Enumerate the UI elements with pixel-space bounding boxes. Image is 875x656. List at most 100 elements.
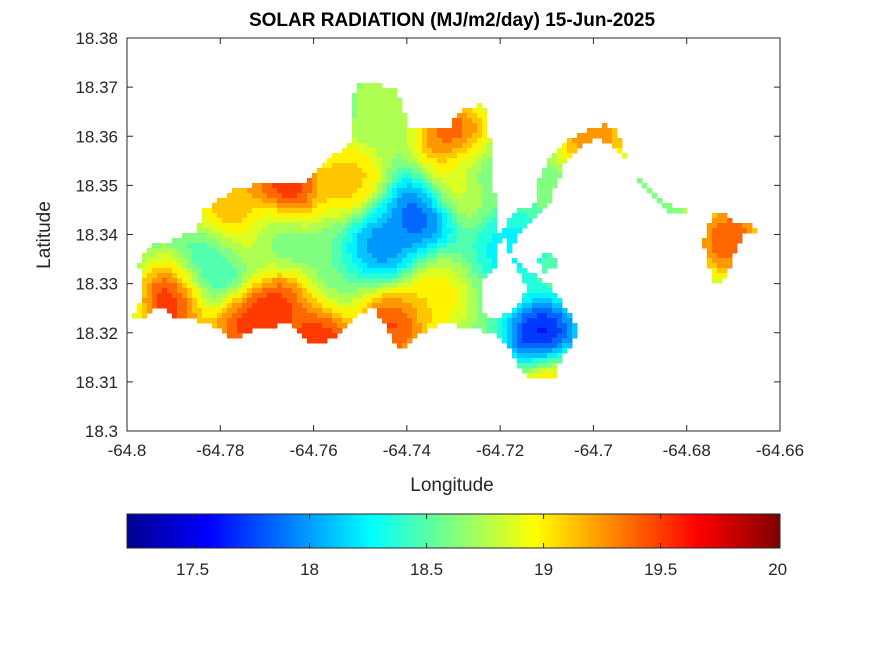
heatmap-cell	[422, 298, 428, 304]
heatmap-cell	[202, 248, 208, 254]
heatmap-cell	[557, 168, 563, 174]
heatmap-cell	[222, 258, 228, 264]
heatmap-cell	[262, 323, 268, 329]
heatmap-cell	[287, 238, 293, 244]
heatmap-cell	[457, 268, 463, 274]
heatmap-cell	[532, 273, 538, 279]
heatmap-cell	[447, 278, 453, 284]
heatmap-cell	[432, 178, 438, 184]
heatmap-cell	[252, 323, 258, 329]
heatmap-cell	[387, 203, 393, 209]
heatmap-cell	[367, 263, 373, 269]
heatmap-cell	[402, 153, 408, 159]
heatmap-cell	[152, 288, 158, 294]
heatmap-cell	[447, 128, 453, 134]
heatmap-cell	[422, 218, 428, 224]
heatmap-cell	[407, 293, 413, 299]
heatmap-cell	[492, 223, 498, 229]
heatmap-cell	[452, 228, 458, 234]
heatmap-cell	[217, 323, 223, 329]
heatmap-cell	[507, 328, 513, 334]
heatmap-cell	[462, 308, 468, 314]
heatmap-cell	[367, 168, 373, 174]
heatmap-cell	[467, 318, 473, 324]
heatmap-cell	[362, 218, 368, 224]
colorbar-tick-label: 20	[768, 560, 787, 579]
heatmap-cell	[457, 318, 463, 324]
heatmap-cell	[362, 308, 368, 314]
heatmap-cell	[427, 128, 433, 134]
heatmap-cell	[622, 153, 628, 159]
heatmap-cell	[182, 268, 188, 274]
y-tick-label: 18.38	[75, 29, 118, 48]
heatmap-cell	[217, 198, 223, 204]
heatmap-cell	[412, 323, 418, 329]
heatmap-cell	[542, 288, 548, 294]
heatmap-cell	[387, 128, 393, 134]
heatmap-cell	[242, 203, 248, 209]
heatmap-cell	[542, 353, 548, 359]
y-tick-label: 18.3	[85, 422, 118, 441]
heatmap-cell	[417, 318, 423, 324]
heatmap-cell	[512, 308, 518, 314]
heatmap-cell	[332, 228, 338, 234]
heatmap-cell	[332, 158, 338, 164]
heatmap-cell	[372, 98, 378, 104]
heatmap-cell	[202, 283, 208, 289]
heatmap-cell	[397, 208, 403, 214]
heatmap-cell	[442, 288, 448, 294]
heatmap-cell	[507, 343, 513, 349]
heatmap-cell	[397, 118, 403, 124]
heatmap-cell	[432, 188, 438, 194]
heatmap-cell	[307, 213, 313, 219]
heatmap-cell	[162, 258, 168, 264]
heatmap-cell	[382, 253, 388, 259]
heatmap-cell	[267, 213, 273, 219]
heatmap-cell	[297, 253, 303, 259]
heatmap-cell	[422, 208, 428, 214]
heatmap-cell	[542, 318, 548, 324]
heatmap-cell	[557, 173, 563, 179]
heatmap-cell	[347, 273, 353, 279]
heatmap-cell	[272, 293, 278, 299]
heatmap-cell	[402, 258, 408, 264]
heatmap-cell	[327, 183, 333, 189]
heatmap-cell	[397, 258, 403, 264]
heatmap-cell	[562, 308, 568, 314]
heatmap-cell	[202, 218, 208, 224]
heatmap-cell	[377, 223, 383, 229]
heatmap-cell	[512, 213, 518, 219]
heatmap-cell	[377, 183, 383, 189]
heatmap-cell	[182, 248, 188, 254]
heatmap-cell	[462, 158, 468, 164]
heatmap-cell	[327, 278, 333, 284]
heatmap-cell	[372, 113, 378, 119]
heatmap-cell	[337, 193, 343, 199]
heatmap-cell	[537, 333, 543, 339]
heatmap-cell	[372, 228, 378, 234]
heatmap-cell	[277, 238, 283, 244]
heatmap-cell	[347, 298, 353, 304]
heatmap-cell	[747, 223, 753, 229]
heatmap-cell	[322, 243, 328, 249]
heatmap-cell	[142, 278, 148, 284]
heatmap-cell	[432, 183, 438, 189]
heatmap-cell	[472, 218, 478, 224]
heatmap-cell	[402, 278, 408, 284]
y-tick-label: 18.33	[75, 275, 118, 294]
heatmap-cell	[217, 238, 223, 244]
heatmap-cell	[217, 243, 223, 249]
heatmap-cell	[712, 258, 718, 264]
heatmap-cell	[367, 123, 373, 129]
heatmap-cell	[452, 158, 458, 164]
heatmap-cell	[387, 88, 393, 94]
heatmap-cell	[337, 288, 343, 294]
heatmap-cell	[337, 178, 343, 184]
heatmap-cell	[447, 218, 453, 224]
heatmap-cell	[277, 248, 283, 254]
heatmap-cell	[282, 263, 288, 269]
heatmap-cell	[197, 283, 203, 289]
heatmap-cell	[322, 248, 328, 254]
heatmap-cell	[382, 258, 388, 264]
heatmap-cell	[277, 313, 283, 319]
